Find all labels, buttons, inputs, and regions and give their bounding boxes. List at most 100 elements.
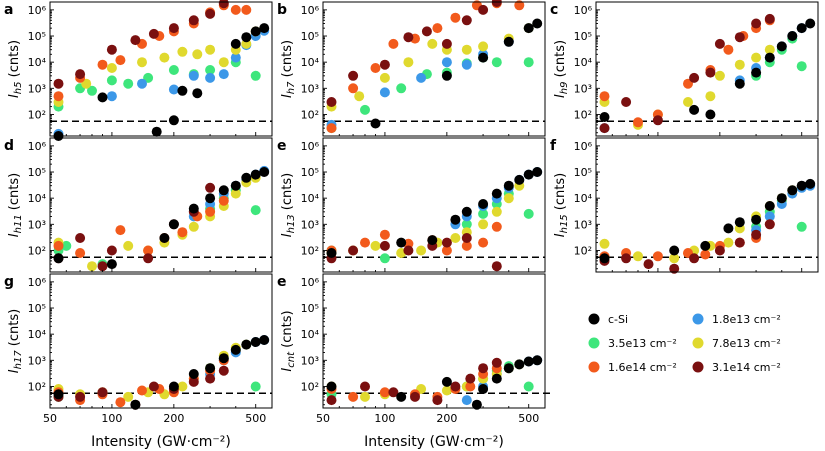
data-point-1.6e14 xyxy=(137,385,147,396)
data-point-c-Si xyxy=(130,399,141,410)
data-point-3.1e14 xyxy=(205,8,216,19)
x-tick-label: 200 xyxy=(163,412,184,425)
data-point-3.1e14 xyxy=(218,365,229,376)
y-tick-label: 10³ xyxy=(301,354,319,367)
y-tick-label: 10⁴ xyxy=(301,328,320,341)
data-point-1.8e13 xyxy=(205,72,216,83)
x-tick-label: 500 xyxy=(518,412,539,425)
y-axis-label: Ih13 (cnts) xyxy=(280,173,297,237)
data-point-c-Si xyxy=(241,339,252,350)
data-point-3.5e13 xyxy=(796,221,807,232)
data-point-7.8e13 xyxy=(491,206,502,217)
data-point-7.8e13 xyxy=(461,44,472,55)
data-point-3.1e14 xyxy=(75,391,86,402)
data-point-3.5e13 xyxy=(360,104,370,115)
panel-letter: c xyxy=(550,2,558,18)
data-point-7.8e13 xyxy=(403,57,414,68)
data-point-3.5e13 xyxy=(250,381,261,392)
data-point-7.8e13 xyxy=(599,238,610,249)
data-point-7.8e13 xyxy=(87,261,97,272)
data-point-7.8e13 xyxy=(379,72,390,83)
data-point-c-Si xyxy=(250,337,261,347)
data-point-7.8e13 xyxy=(192,49,203,60)
data-point-1.6e14 xyxy=(432,23,443,34)
data-point-3.1e14 xyxy=(205,373,216,384)
data-point-1.6e14 xyxy=(379,229,390,240)
data-point-3.5e13 xyxy=(61,240,72,251)
legend-label-3.1e14: 3.1e14 cm⁻² xyxy=(712,361,781,374)
y-tick-label: 10⁵ xyxy=(574,166,592,179)
data-point-1.6e14 xyxy=(348,391,359,402)
panel-g-6: 10² 10³ 10⁴ 10⁵ 10⁶ 50 100 200 500 Ih17 (cnts) g xyxy=(4,273,273,425)
data-point-7.8e13 xyxy=(354,91,365,102)
data-point-7.8e13 xyxy=(177,46,188,57)
data-point-c-Si xyxy=(441,70,452,81)
panel-letter: d xyxy=(4,138,14,154)
data-point-1.6e14 xyxy=(115,55,126,66)
data-point-c-Si xyxy=(503,36,514,47)
data-point-c-Si xyxy=(326,381,337,392)
data-point-1.6e14 xyxy=(379,387,390,398)
data-point-1.6e14 xyxy=(441,245,452,256)
data-point-3.1e14 xyxy=(450,381,461,392)
data-point-3.1e14 xyxy=(75,69,86,80)
data-point-c-Si xyxy=(159,233,170,243)
y-tick-label: 10⁶ xyxy=(28,4,47,17)
data-point-1.6e14 xyxy=(115,225,126,236)
panel-f-5: 10² 10³ 10⁴ 10⁵ 10⁶ Ih15 (cnts) f xyxy=(550,137,819,274)
data-point-c-Si xyxy=(230,38,241,49)
data-point-c-Si xyxy=(241,172,252,183)
data-point-1.6e14 xyxy=(97,59,108,70)
y-axis-label: Ih7 (cnts) xyxy=(280,40,297,98)
data-point-c-Si xyxy=(491,373,502,384)
panel-e-7: 10² 10³ 10⁴ 10⁵ 10⁶ 50 100 200 500 Icnt (cnts) e xyxy=(277,273,551,425)
data-point-7.8e13 xyxy=(159,52,170,63)
data-point-3.1e14 xyxy=(168,23,179,34)
data-point-3.1e14 xyxy=(491,261,502,272)
axes-frame xyxy=(49,1,273,137)
data-point-c-Si xyxy=(205,193,216,204)
data-point-c-Si xyxy=(503,180,514,191)
data-point-1.6e14 xyxy=(723,44,734,55)
y-tick-label: 10³ xyxy=(574,218,592,231)
panel-letter: e xyxy=(277,138,287,154)
data-point-c-Si xyxy=(250,26,261,37)
data-point-7.8e13 xyxy=(734,59,745,70)
y-tick-label: 10⁴ xyxy=(574,56,593,69)
y-tick-label: 10⁵ xyxy=(574,30,592,43)
data-point-7.8e13 xyxy=(633,251,643,262)
data-point-7.8e13 xyxy=(503,193,514,204)
panel-b-1: 10² 10³ 10⁴ 10⁵ 10⁶ Ih7 (cnts) b xyxy=(277,0,546,137)
x-axis-label: Intensity (GW·cm⁻²) xyxy=(364,434,504,450)
data-point-c-Si xyxy=(478,384,489,394)
data-point-c-Si xyxy=(776,193,787,204)
panel-letter: f xyxy=(550,138,557,154)
data-point-c-Si xyxy=(177,85,188,96)
data-point-3.5e13 xyxy=(396,83,407,94)
y-tick-label: 10⁴ xyxy=(28,56,47,69)
data-point-3.1e14 xyxy=(326,395,337,406)
data-point-7.8e13 xyxy=(478,41,489,52)
data-point-1.6e14 xyxy=(205,206,216,217)
data-point-c-Si xyxy=(427,235,438,246)
data-point-3.1e14 xyxy=(465,373,476,384)
data-point-3.1e14 xyxy=(348,70,359,81)
y-tick-label: 10² xyxy=(301,108,319,121)
data-point-7.8e13 xyxy=(177,381,188,392)
data-point-3.5e13 xyxy=(106,75,117,86)
y-tick-label: 10³ xyxy=(301,218,319,231)
data-point-3.1e14 xyxy=(652,115,663,126)
data-point-3.1e14 xyxy=(188,15,199,26)
data-point-1.6e14 xyxy=(75,248,86,258)
data-point-c-Si xyxy=(599,112,610,122)
data-point-c-Si xyxy=(478,52,489,63)
data-point-1.6e14 xyxy=(177,227,188,238)
data-point-c-Si xyxy=(723,223,734,234)
y-tick-label: 10² xyxy=(301,380,319,393)
data-point-3.5e13 xyxy=(491,57,502,68)
data-point-c-Si xyxy=(532,355,543,366)
data-point-3.5e13 xyxy=(523,208,534,219)
data-point-3.1e14 xyxy=(410,391,420,402)
data-point-3.1e14 xyxy=(461,15,472,26)
data-point-7.8e13 xyxy=(683,97,693,107)
